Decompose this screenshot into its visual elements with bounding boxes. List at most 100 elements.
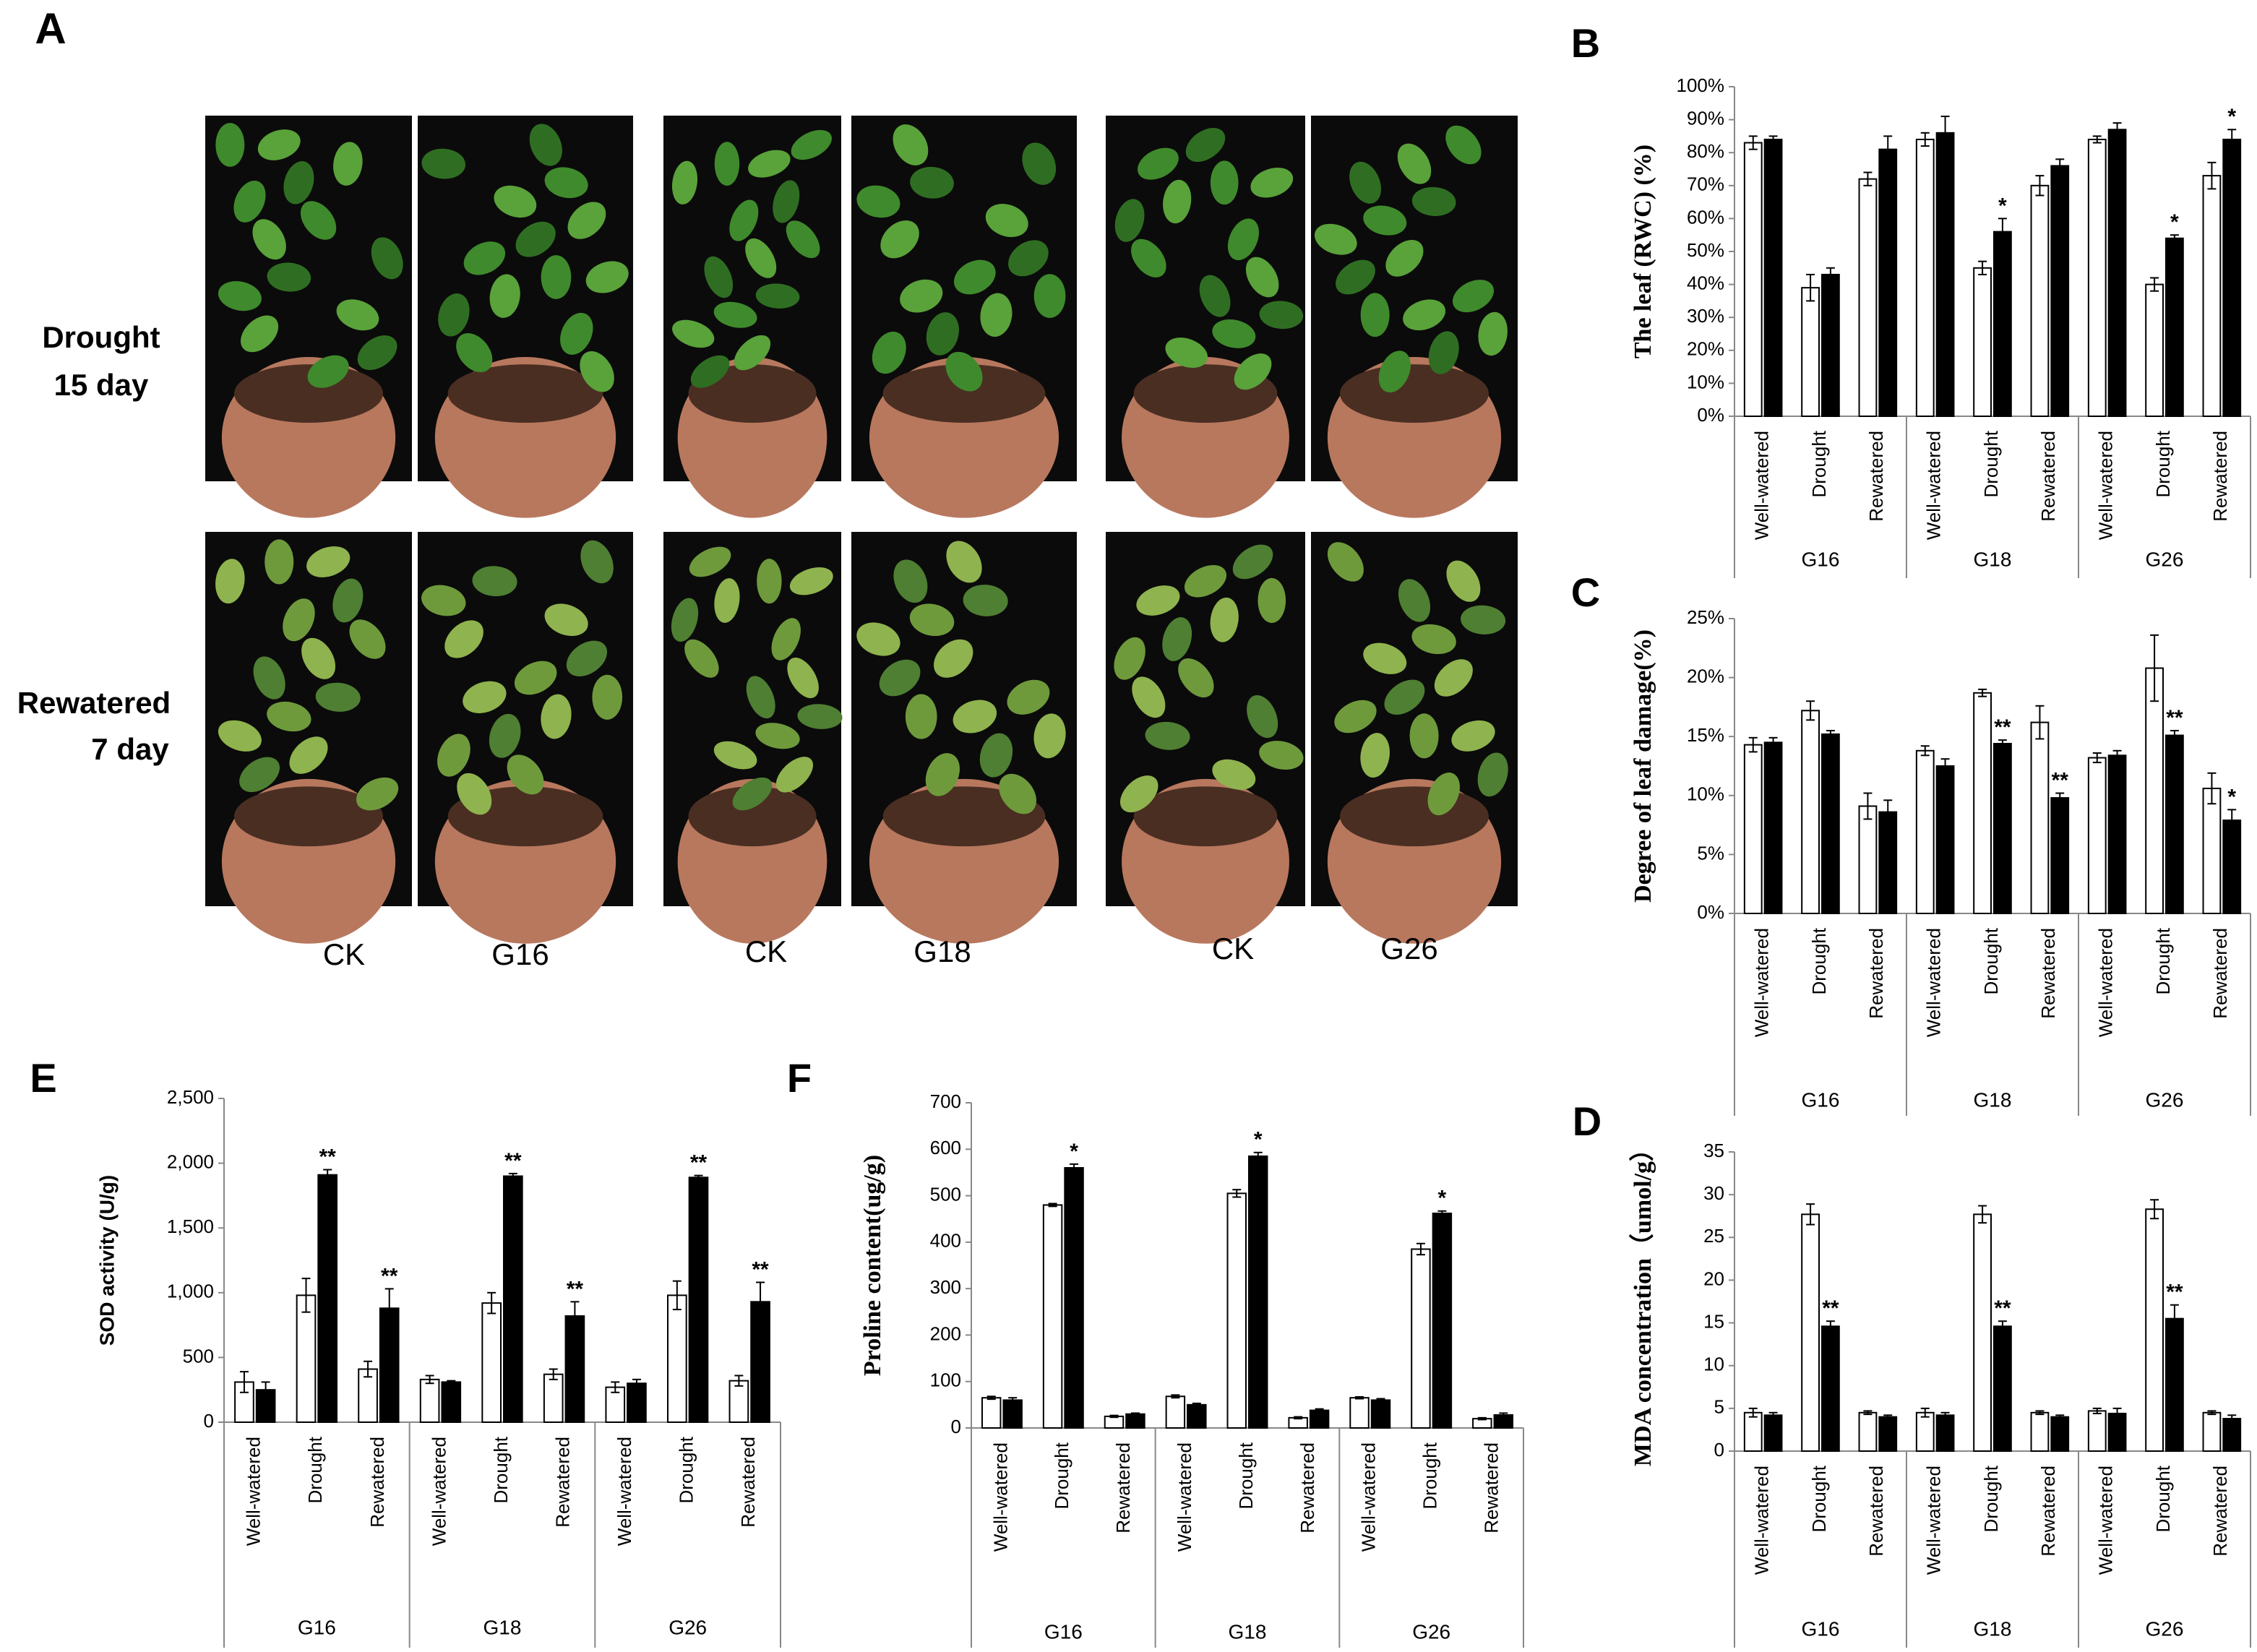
bar: [2145, 667, 2164, 914]
bar: [296, 1294, 317, 1424]
x-tick-label: Drought: [1235, 1442, 1257, 1509]
leaf: [729, 199, 759, 241]
row-label: 15 day: [54, 368, 149, 402]
leaf: [755, 283, 800, 309]
leaf: [1428, 331, 1459, 374]
leaf: [946, 541, 982, 583]
y-tick-label: 400: [930, 1230, 961, 1252]
error-bar: [487, 1291, 496, 1315]
error-bar: [2207, 161, 2217, 190]
leaf: [580, 540, 614, 584]
leaf: [1451, 720, 1495, 752]
bar: [1743, 1411, 1763, 1453]
error-bar: [1826, 730, 1835, 739]
y-axis-label: SOD activity (U/g): [95, 1175, 118, 1346]
y-tick-label: 25: [1703, 1225, 1724, 1247]
panel-label: B: [1571, 20, 1600, 66]
bar: [1935, 765, 1955, 914]
soil: [882, 364, 1046, 423]
x-tick-label: Rewatered: [737, 1437, 759, 1528]
leaf: [1250, 167, 1294, 198]
error-bar: [1355, 1395, 1364, 1400]
bar: [2030, 1411, 2050, 1453]
x-tick-label: Drought: [1980, 927, 2002, 994]
y-tick-label: 80%: [1687, 140, 1724, 162]
x-tick-label: Well-watered: [2095, 431, 2117, 540]
leaf: [514, 661, 557, 695]
x-tick-label: Drought: [2152, 1465, 2174, 1532]
bar: [1763, 741, 1783, 914]
bar: [1165, 1395, 1186, 1429]
x-tick-label: Well-watered: [614, 1437, 635, 1546]
error-bar: [2092, 135, 2102, 144]
leaf: [755, 723, 800, 749]
bar: [981, 1397, 1002, 1429]
bar: [1370, 1399, 1391, 1429]
error-bar: [672, 1280, 682, 1311]
y-tick-label: 1,500: [167, 1216, 214, 1237]
x-tick-label: Well-watered: [1923, 928, 1945, 1037]
error-bar: [1998, 739, 2007, 748]
x-tick-label: Rewatered: [1112, 1442, 1134, 1533]
leaf: [1349, 161, 1381, 204]
soil: [447, 364, 603, 423]
group-label: G26: [668, 1616, 707, 1638]
leaf: [880, 220, 919, 259]
leaf: [566, 640, 608, 676]
group-label: G16: [1044, 1620, 1083, 1643]
leaf: [1184, 564, 1227, 598]
y-tick-label: 5%: [1697, 842, 1724, 864]
leaf: [489, 274, 520, 318]
x-tick-label: Rewatered: [1297, 1442, 1318, 1533]
x-tick-label: Well-watered: [989, 1442, 1011, 1552]
group-label: G26: [2146, 1088, 2184, 1111]
error-bar: [1883, 1414, 1893, 1420]
x-tick-label: Drought: [1808, 1465, 1830, 1532]
group-label: G16: [1802, 1088, 1840, 1111]
bar: [2087, 138, 2107, 418]
error-bar: [2207, 772, 2217, 805]
leaf: [797, 704, 843, 729]
leaf: [1234, 353, 1272, 390]
error-bar: [1883, 135, 1893, 163]
x-tick-label: Drought: [1980, 1465, 2002, 1532]
error-bar: [2112, 1407, 2122, 1420]
leaf: [1327, 542, 1364, 582]
error-bar: [1768, 736, 1778, 748]
soil: [1340, 364, 1489, 423]
bar: [503, 1175, 523, 1424]
error-bar: [1863, 1410, 1873, 1416]
error-bar: [1130, 1412, 1140, 1416]
leaf: [787, 657, 819, 699]
leaf: [1378, 350, 1411, 393]
leaf: [472, 566, 517, 597]
leaf: [1114, 199, 1145, 242]
panel-label: E: [30, 1055, 56, 1101]
leaf: [905, 694, 937, 739]
error-bar: [1978, 1205, 1987, 1224]
bar: [1878, 148, 1898, 417]
y-axis-label: MDA concentration（umol/g）: [1628, 1137, 1656, 1466]
leaf: [300, 201, 337, 240]
leaf: [307, 355, 349, 388]
leaf: [457, 773, 492, 815]
leaf: [714, 142, 740, 186]
y-tick-label: 30: [1703, 1182, 1724, 1204]
x-tick-label: Well-watered: [1923, 1466, 1945, 1575]
group-label: G18: [1974, 548, 2012, 570]
x-tick-label: Drought: [1808, 430, 1830, 497]
leaf: [714, 578, 740, 623]
y-axis-label: Degree of leaf damage(%): [1630, 629, 1656, 903]
significance-label: **: [504, 1149, 522, 1173]
error-bar: [1978, 260, 1987, 275]
leaf: [1210, 597, 1239, 642]
error-bar: [694, 1174, 703, 1180]
leaf: [1397, 143, 1432, 184]
error-bar: [1920, 745, 1930, 757]
error-bar: [1437, 1210, 1447, 1217]
soil: [1340, 786, 1489, 847]
leaf: [1259, 741, 1304, 770]
error-bar: [2055, 792, 2065, 804]
error-bar: [2092, 1407, 2102, 1414]
error-bar: [1768, 135, 1778, 144]
